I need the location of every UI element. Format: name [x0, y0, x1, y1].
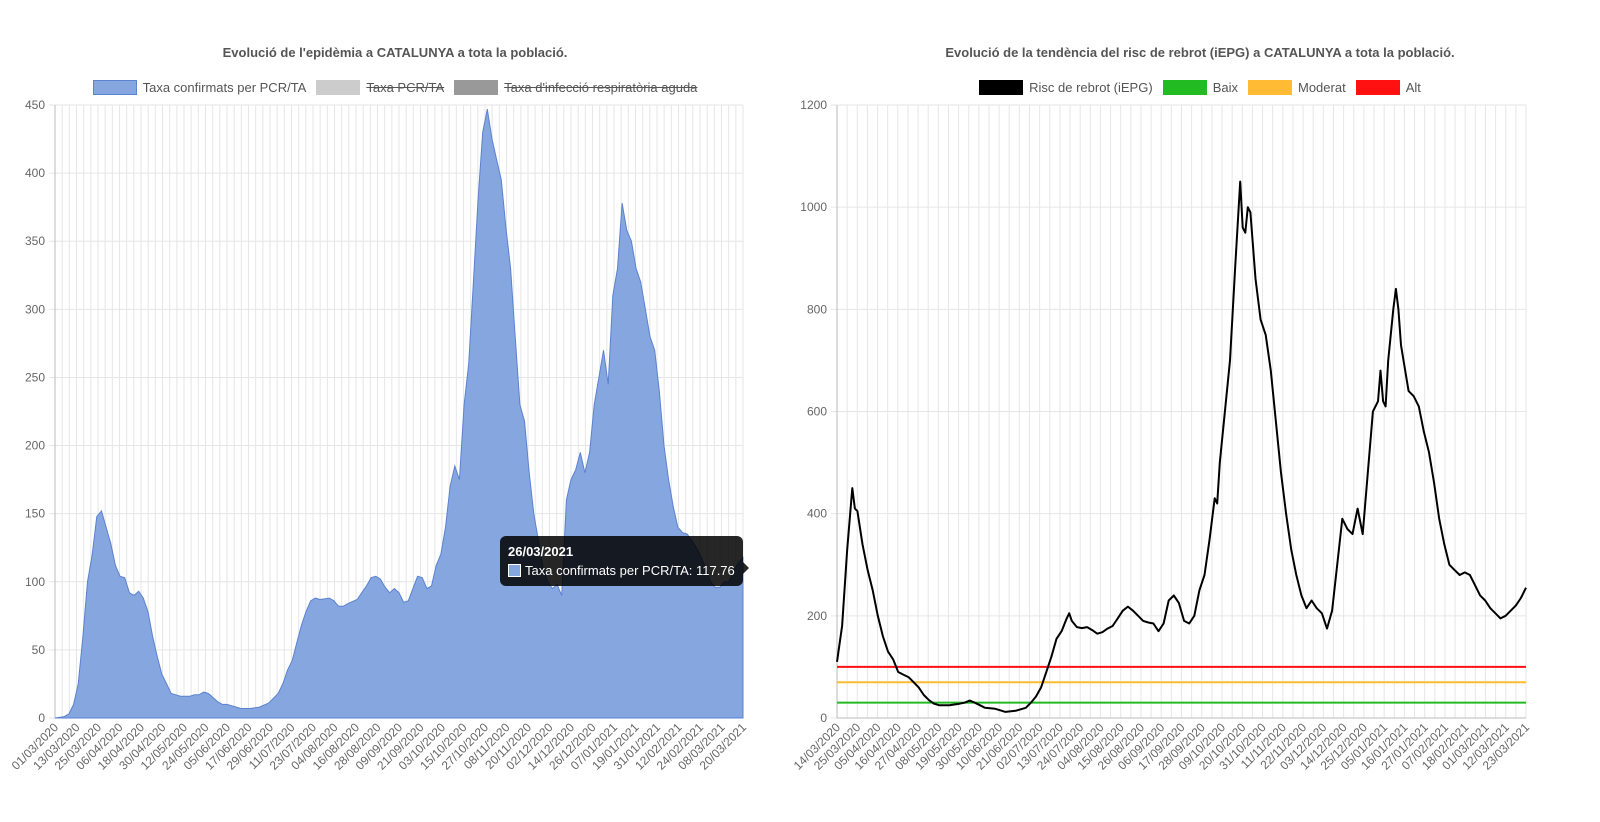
epidemic-chart-plot[interactable]: 05010015020025030035040045001/03/202013/… — [0, 0, 790, 822]
y-tick-label: 1200 — [800, 98, 827, 112]
legend-swatch-respiratory-rate — [454, 80, 499, 95]
tooltip-swatch — [508, 564, 521, 577]
series-line-rebound-risk — [836, 180, 1527, 713]
y-tick-label: 600 — [807, 405, 827, 419]
legend-item-rebound-risk[interactable]: Risc de rebrot (iEPG) — [979, 80, 1153, 95]
legend-label-rebound-risk: Risc de rebrot (iEPG) — [1029, 80, 1153, 95]
y-tick-label: 1000 — [800, 200, 827, 214]
y-tick-label: 50 — [32, 643, 46, 657]
rebound-risk-chart-title: Evolució de la tendència del risc de reb… — [945, 45, 1455, 60]
y-tick-label: 350 — [25, 234, 45, 248]
y-tick-label: 200 — [807, 609, 827, 623]
legend-swatch-moderate — [1247, 80, 1292, 95]
legend-item-low[interactable]: Baix — [1162, 80, 1238, 95]
legend-label-respiratory-rate: Taxa d'infecció respiratòria aguda — [504, 80, 698, 95]
rebound-risk-chart-plot[interactable]: 02004006008001000120014/03/202025/03/202… — [791, 0, 1600, 822]
legend-label-low: Baix — [1212, 80, 1238, 95]
legend-swatch-pcr-rate — [316, 80, 361, 95]
legend-item-respiratory-rate[interactable]: Taxa d'infecció respiratòria aguda — [454, 80, 697, 95]
legend-swatch-high — [1355, 80, 1400, 95]
legend-swatch-rebound-risk — [979, 80, 1024, 95]
y-tick-label: 200 — [25, 439, 45, 453]
y-tick-label: 250 — [25, 370, 45, 384]
legend-item-moderate[interactable]: Moderat — [1247, 80, 1346, 95]
rebound-risk-chart-legend: Risc de rebrot (iEPG) Baix Moderat Alt — [800, 80, 1600, 95]
chart-tooltip: 26/03/2021 Taxa confirmats per PCR/TA: 1… — [500, 536, 749, 586]
tooltip-label: Taxa confirmats per PCR/TA: 117.76 — [525, 563, 735, 578]
epidemic-chart-title: Evolució de l'epidèmia a CATALUNYA a tot… — [222, 45, 568, 60]
legend-label-moderate: Moderat — [1297, 80, 1346, 95]
y-tick-label: 150 — [25, 507, 45, 521]
tooltip-title: 26/03/2021 — [508, 544, 574, 559]
y-tick-label: 0 — [820, 711, 827, 725]
rebound-risk-chart-panel: Evolució de la tendència del risc de reb… — [791, 0, 1600, 822]
legend-item-confirmed-rate[interactable]: Taxa confirmats per PCR/TA — [92, 80, 307, 95]
epidemic-chart-legend: Taxa confirmats per PCR/TA Taxa PCR/TA T… — [0, 80, 790, 95]
y-tick-label: 400 — [807, 507, 827, 521]
y-tick-label: 450 — [25, 98, 45, 112]
legend-swatch-low — [1162, 80, 1207, 95]
legend-label-pcr-rate: Taxa PCR/TA — [366, 80, 445, 95]
y-tick-label: 400 — [25, 166, 45, 180]
legend-label-high: Alt — [1405, 80, 1421, 95]
y-tick-label: 100 — [25, 575, 45, 589]
y-tick-label: 800 — [807, 302, 827, 316]
legend-label-confirmed-rate: Taxa confirmats per PCR/TA — [142, 80, 307, 95]
legend-item-high[interactable]: Alt — [1355, 80, 1421, 95]
epidemic-chart-panel: Evolució de l'epidèmia a CATALUNYA a tot… — [0, 0, 790, 822]
legend-swatch-confirmed-rate — [92, 80, 137, 95]
y-tick-label: 0 — [38, 711, 45, 725]
y-tick-label: 300 — [25, 302, 45, 316]
legend-item-pcr-rate[interactable]: Taxa PCR/TA — [316, 80, 444, 95]
